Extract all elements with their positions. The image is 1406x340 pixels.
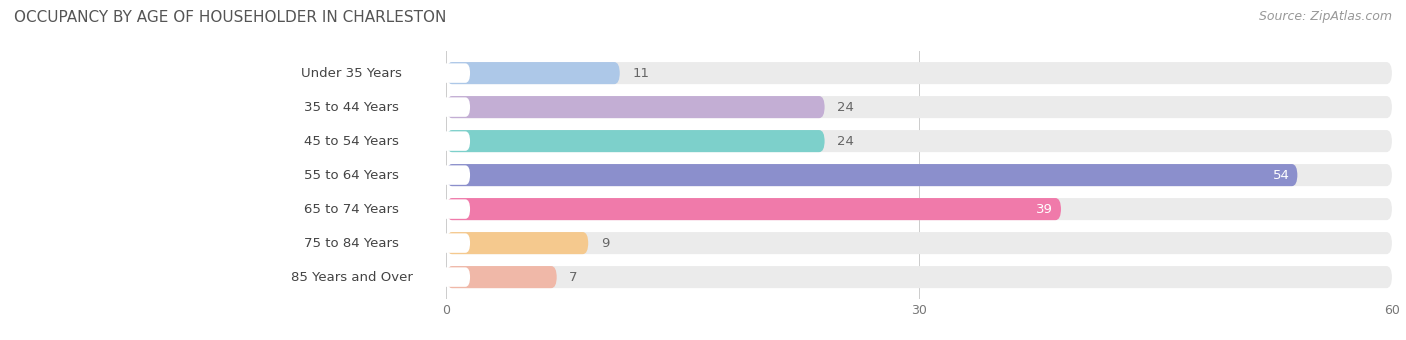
FancyBboxPatch shape xyxy=(447,266,1392,288)
Text: 55 to 64 Years: 55 to 64 Years xyxy=(305,169,399,182)
FancyBboxPatch shape xyxy=(447,232,588,254)
Text: 39: 39 xyxy=(1036,203,1053,216)
FancyBboxPatch shape xyxy=(447,164,1298,186)
FancyBboxPatch shape xyxy=(447,62,1392,84)
FancyBboxPatch shape xyxy=(233,267,470,287)
Text: 65 to 74 Years: 65 to 74 Years xyxy=(305,203,399,216)
Text: 54: 54 xyxy=(1272,169,1289,182)
Text: 75 to 84 Years: 75 to 84 Years xyxy=(305,237,399,250)
FancyBboxPatch shape xyxy=(447,232,1392,254)
FancyBboxPatch shape xyxy=(233,97,470,117)
Text: 45 to 54 Years: 45 to 54 Years xyxy=(305,135,399,148)
FancyBboxPatch shape xyxy=(233,233,470,253)
FancyBboxPatch shape xyxy=(447,130,825,152)
Text: 9: 9 xyxy=(600,237,609,250)
FancyBboxPatch shape xyxy=(447,96,825,118)
FancyBboxPatch shape xyxy=(233,199,470,219)
FancyBboxPatch shape xyxy=(447,198,1062,220)
FancyBboxPatch shape xyxy=(447,130,1392,152)
Text: Under 35 Years: Under 35 Years xyxy=(301,67,402,80)
FancyBboxPatch shape xyxy=(233,131,470,151)
Text: OCCUPANCY BY AGE OF HOUSEHOLDER IN CHARLESTON: OCCUPANCY BY AGE OF HOUSEHOLDER IN CHARL… xyxy=(14,10,447,25)
Text: Source: ZipAtlas.com: Source: ZipAtlas.com xyxy=(1258,10,1392,23)
FancyBboxPatch shape xyxy=(447,198,1392,220)
Text: 85 Years and Over: 85 Years and Over xyxy=(291,271,413,284)
Text: 11: 11 xyxy=(633,67,650,80)
Text: 35 to 44 Years: 35 to 44 Years xyxy=(305,101,399,114)
FancyBboxPatch shape xyxy=(447,266,557,288)
Text: 7: 7 xyxy=(569,271,578,284)
FancyBboxPatch shape xyxy=(233,165,470,185)
Text: 24: 24 xyxy=(837,101,853,114)
FancyBboxPatch shape xyxy=(447,96,1392,118)
FancyBboxPatch shape xyxy=(447,62,620,84)
Text: 24: 24 xyxy=(837,135,853,148)
FancyBboxPatch shape xyxy=(447,164,1392,186)
FancyBboxPatch shape xyxy=(233,63,470,83)
